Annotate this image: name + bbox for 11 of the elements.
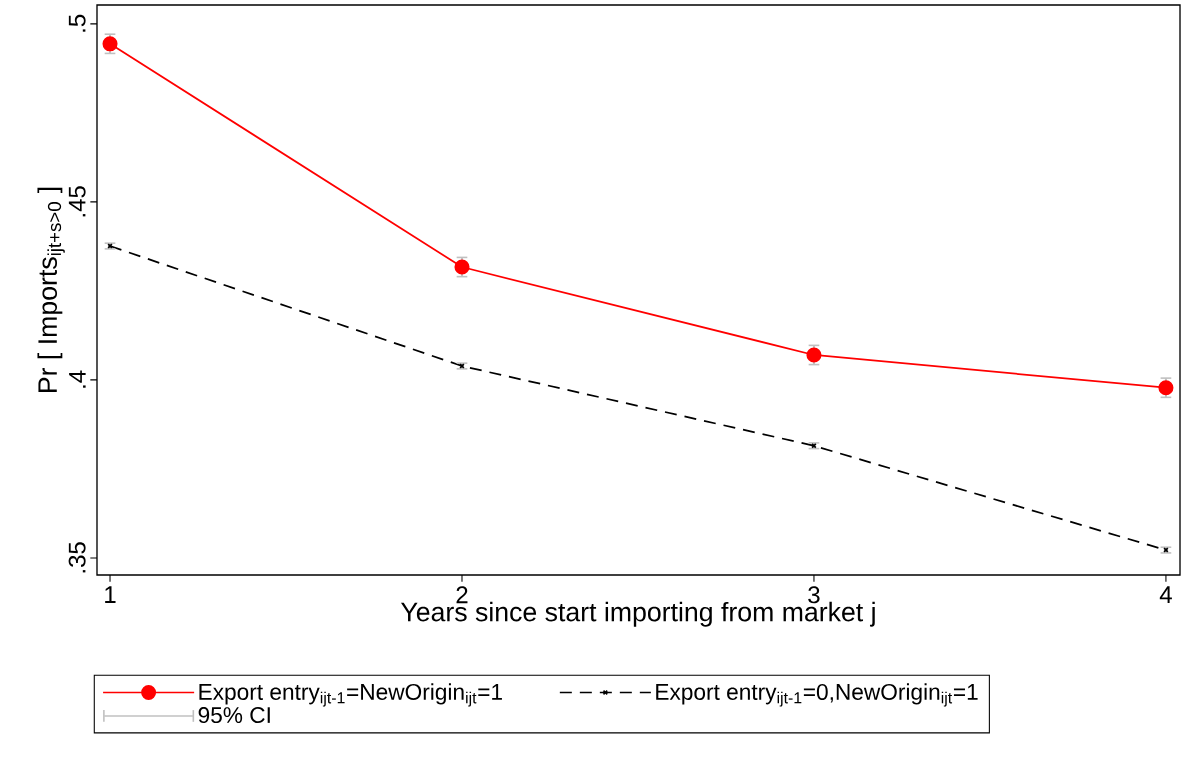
legend-label: 95% CI — [198, 707, 270, 724]
y-tick-label: .4 — [69, 370, 86, 388]
y-axis-title: Pr [ Imports$_{ijt+s>0}$ ] — [37, 187, 65, 392]
y-tick-label: .35 — [68, 542, 86, 573]
legend-label: Export entry$_{ijt-1}$=0,NewOrigin$_{ijt}$=1 — [656, 683, 978, 707]
x-tick-label: 4 — [1159, 586, 1172, 603]
x-tick-label: 2 — [456, 586, 468, 604]
x-tick-label: 1 — [105, 586, 116, 603]
y-tick-label: .5 — [68, 14, 86, 32]
legend-label: Export entry$_{ijt-1}$=NewOrigin$_{ijt}$=1 — [199, 683, 502, 707]
y-tick-label: .45 — [68, 186, 86, 217]
